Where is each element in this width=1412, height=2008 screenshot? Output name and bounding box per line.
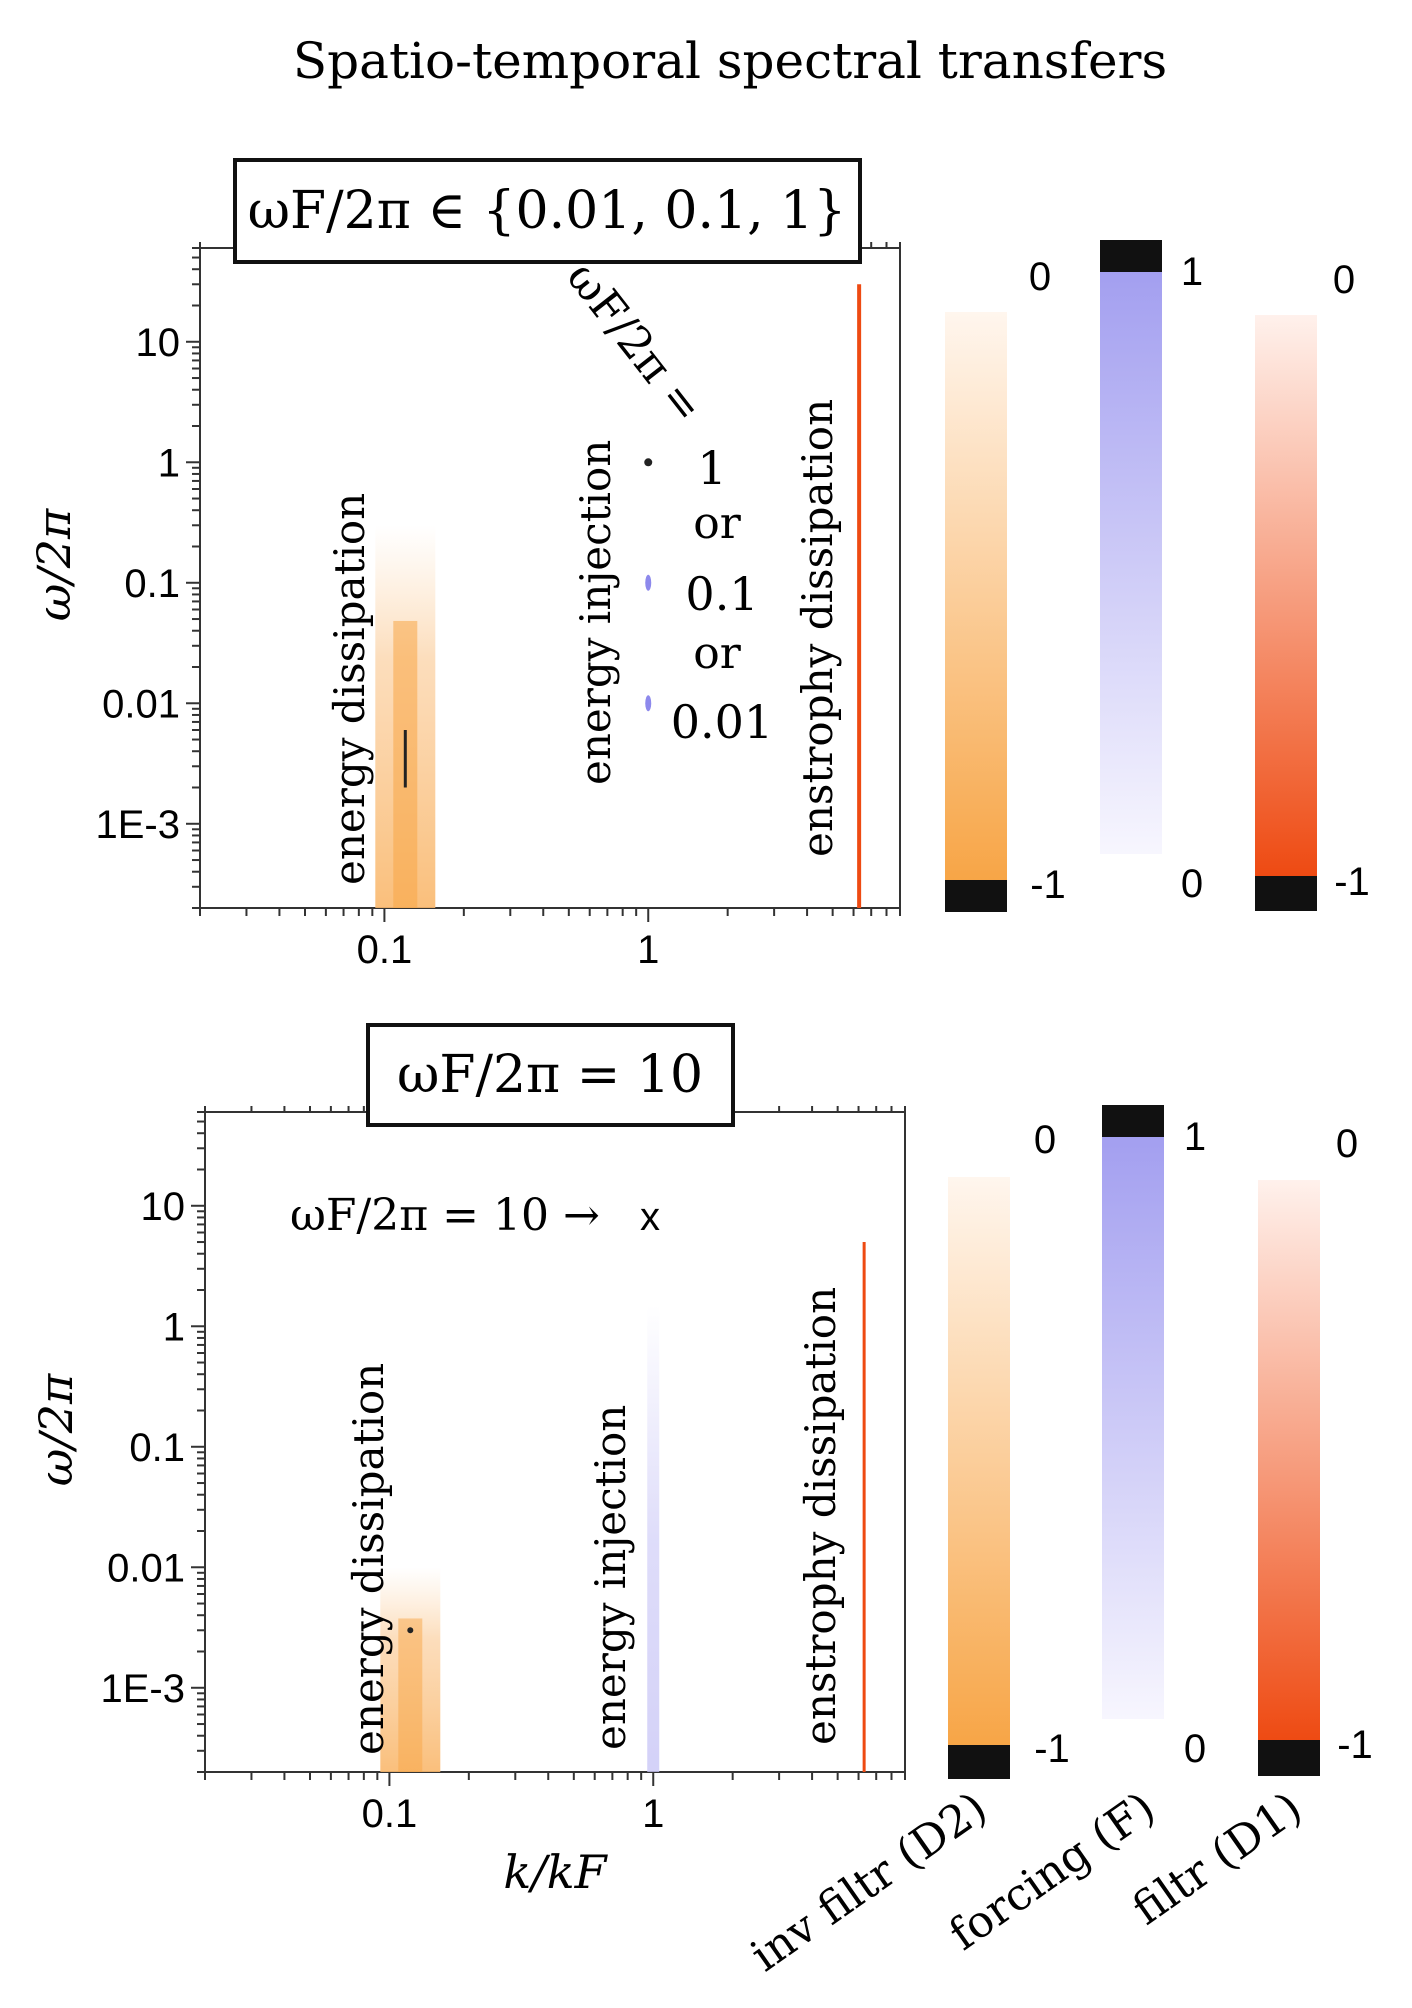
y-tick-label: 1E-3 xyxy=(96,803,181,847)
y-tick-label: 10 xyxy=(136,321,181,365)
bottom-plot-frame xyxy=(204,1111,906,1773)
colorbar-bottom-label: 0 xyxy=(1181,862,1203,906)
forcing-value-1: 1 xyxy=(697,441,726,495)
energy-injection-label: energy injection xyxy=(586,1405,635,1750)
top-energy-dissipation-band xyxy=(375,525,436,908)
top-title-box xyxy=(233,158,862,264)
top-colorbar-filtr: 0 -1 xyxy=(1255,258,1370,911)
colorbar-top-label: 0 xyxy=(1034,1118,1056,1162)
out-of-range-marker: x xyxy=(640,1195,660,1239)
enstrophy-dissipation-label: enstrophy dissipation xyxy=(796,1287,845,1745)
x-tick-label: 1 xyxy=(637,928,659,972)
energy-dissipation-core xyxy=(398,1618,423,1772)
energy-injection-label: energy injection xyxy=(571,440,620,785)
y-tick-label: 0.01 xyxy=(102,682,180,726)
y-tick-label: 1E-3 xyxy=(101,1667,186,1711)
colorbar-top-label: 1 xyxy=(1181,250,1203,294)
colorbar-name-inv-filtr: inv filtr (D2) xyxy=(742,1782,997,1982)
or-separator: or xyxy=(693,628,741,679)
or-separator: or xyxy=(693,498,741,549)
bottom-energy-dissipation-band xyxy=(380,1567,441,1772)
colorbar-top-label: 0 xyxy=(1336,1122,1358,1166)
energy-dissipation-label: energy dissipation xyxy=(344,1363,393,1755)
x-tick-label: 1 xyxy=(642,1792,664,1836)
energy-dissipation-peak xyxy=(407,1627,414,1634)
bottom-colorbar-filtr: 0 -1 xyxy=(1258,1122,1373,1776)
y-axis-label: ω/2π xyxy=(29,1373,83,1486)
top-panel-title: ωF/2π ∈ {0.01, 0.1, 1} xyxy=(248,181,847,241)
x-axis-label: k/kF xyxy=(503,1845,608,1899)
top-panel: 10 1 0.1 0.01 1E-3 0.1 1 ω/2π ωF/2π ∈ {0… xyxy=(27,158,1370,972)
forcing-frequency-annotation: ωF/2π = 10 → xyxy=(290,1190,600,1241)
colorbar-top-label: 1 xyxy=(1184,1115,1206,1159)
bottom-energy-injection-band xyxy=(647,1305,660,1772)
y-tick-label: 0.01 xyxy=(107,1546,185,1590)
x-tick-label: 0.1 xyxy=(357,928,413,972)
colorbar-bottom-label: -1 xyxy=(1030,863,1066,907)
colorbar-top-label: 0 xyxy=(1029,255,1051,299)
colorbar-bottom-label: 0 xyxy=(1184,1727,1206,1771)
enstrophy-dissipation-label: enstrophy dissipation xyxy=(793,399,842,857)
top-colorbar-forcing: 1 0 xyxy=(1100,240,1203,906)
bottom-panel-title: ωF/2π = 10 xyxy=(397,1045,703,1105)
injection-point-1 xyxy=(644,458,653,467)
y-tick-label: 10 xyxy=(141,1185,186,1229)
injection-point-0.1 xyxy=(645,574,652,591)
injection-point-0.01 xyxy=(645,695,652,712)
x-tick-label: 0.1 xyxy=(362,1792,418,1836)
bottom-colorbar-inv-filtr: 0 -1 xyxy=(948,1118,1070,1779)
energy-dissipation-label: energy dissipation xyxy=(325,493,374,885)
colorbar-bottom-label: -1 xyxy=(1337,1723,1373,1767)
colorbar-bottom-label: -1 xyxy=(1034,1727,1070,1771)
figure-title: Spatio-temporal spectral transfers xyxy=(293,32,1167,90)
colorbar-top-label: 0 xyxy=(1333,258,1355,302)
colorbar-bottom-label: -1 xyxy=(1334,860,1370,904)
y-axis-label: ω/2π xyxy=(27,508,81,621)
bottom-title-box xyxy=(366,1023,735,1127)
y-tick-label: 1 xyxy=(158,441,180,485)
bottom-panel: 10 1 0.1 0.01 1E-3 0.1 1 ω/2π k/kF ωF/2π… xyxy=(29,1023,1373,1982)
colorbar-name-filtr: filtr (D1) xyxy=(1123,1782,1311,1935)
top-plot-frame xyxy=(199,247,901,909)
top-energy-injection-points xyxy=(644,458,653,712)
y-tick-label: 0.1 xyxy=(129,1426,185,1470)
y-tick-label: 1 xyxy=(163,1305,185,1349)
forcing-value-0.01: 0.01 xyxy=(671,695,773,749)
top-colorbar-inv-filtr: 0 -1 xyxy=(945,255,1066,912)
y-tick-label: 0.1 xyxy=(124,562,180,606)
bottom-colorbar-forcing: 1 0 xyxy=(1102,1105,1206,1771)
forcing-value-0.1: 0.1 xyxy=(685,567,758,621)
